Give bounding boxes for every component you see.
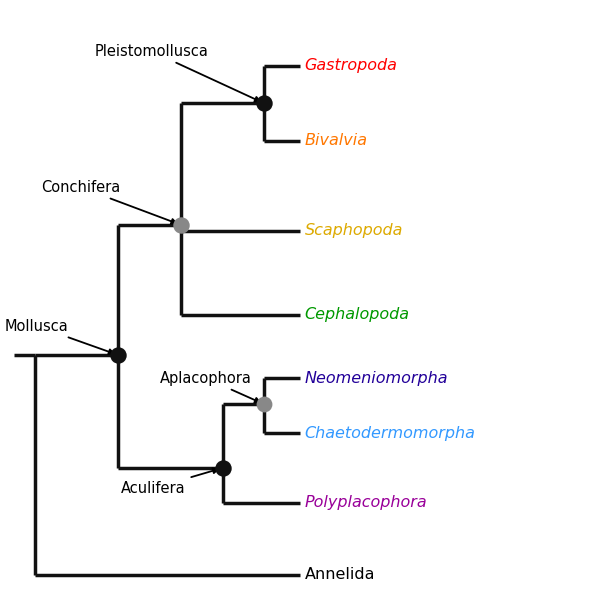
Text: Polyplacophora: Polyplacophora bbox=[305, 495, 427, 510]
Point bbox=[259, 99, 269, 108]
Text: Scaphopoda: Scaphopoda bbox=[305, 223, 403, 238]
Text: Cephalopoda: Cephalopoda bbox=[305, 307, 410, 322]
Point bbox=[176, 220, 185, 230]
Text: Gastropoda: Gastropoda bbox=[305, 58, 398, 73]
Text: Bivalvia: Bivalvia bbox=[305, 133, 368, 148]
Point bbox=[218, 463, 227, 473]
Text: Neomeniomorpha: Neomeniomorpha bbox=[305, 371, 448, 386]
Text: Aplacophora: Aplacophora bbox=[160, 371, 260, 402]
Point bbox=[113, 350, 123, 360]
Text: Mollusca: Mollusca bbox=[5, 319, 114, 354]
Point bbox=[259, 399, 269, 409]
Text: Annelida: Annelida bbox=[305, 567, 375, 582]
Text: Chaetodermomorpha: Chaetodermomorpha bbox=[305, 425, 476, 441]
Text: Pleistomollusca: Pleistomollusca bbox=[94, 44, 260, 102]
Text: Aculifera: Aculifera bbox=[121, 468, 218, 496]
Text: Conchifera: Conchifera bbox=[41, 180, 176, 224]
